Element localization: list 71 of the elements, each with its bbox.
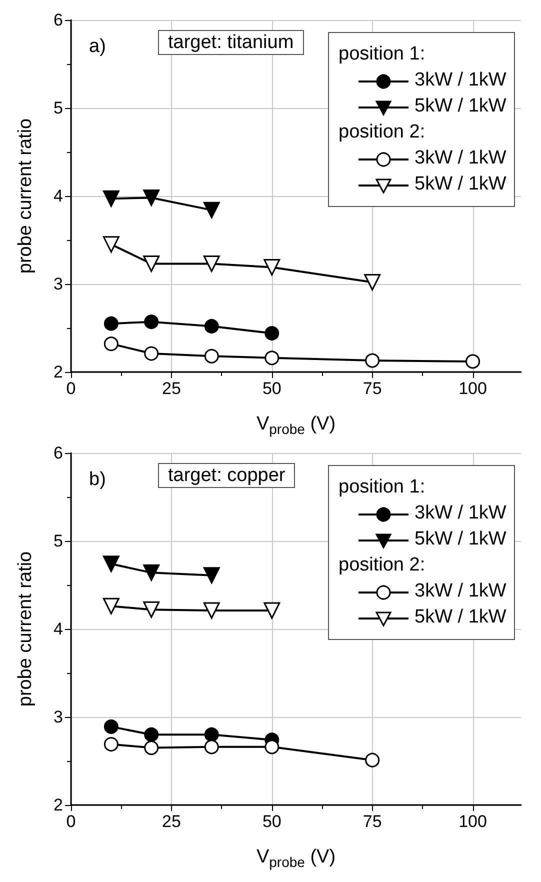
point — [102, 556, 120, 572]
point — [102, 236, 120, 253]
y-tick-label: 2 — [54, 796, 63, 814]
y-tick-label: 4 — [54, 620, 63, 638]
point — [102, 190, 120, 207]
point — [203, 256, 220, 272]
legend-label: 3kW / 1kW — [414, 70, 506, 90]
point — [143, 190, 160, 206]
y-tick-label: 6 — [54, 444, 63, 462]
legend-label: 5kW / 1kW — [414, 606, 506, 628]
point — [144, 727, 159, 742]
point — [143, 564, 160, 581]
y-tick-label: 3 — [54, 274, 63, 294]
x-tick-label: 0 — [66, 379, 76, 398]
point — [365, 752, 380, 768]
legend-label: 5kW / 1kW — [414, 174, 506, 194]
x-tick-label: 25 — [162, 812, 181, 831]
y-tick-label: 2 — [54, 362, 63, 382]
point — [204, 318, 219, 334]
point — [104, 336, 118, 352]
y-tick-label: 6 — [54, 10, 63, 30]
y-tick-label: 3 — [54, 708, 63, 726]
point — [102, 598, 120, 614]
point — [144, 314, 159, 330]
y-axis-title: probe current ratio — [15, 551, 36, 707]
x-tick-label: 100 — [458, 379, 487, 398]
point — [264, 326, 280, 341]
annotation: position 2: — [338, 554, 426, 576]
point — [264, 602, 280, 619]
point — [204, 740, 219, 754]
point — [204, 727, 219, 742]
y-tick-label: 5 — [54, 532, 63, 550]
x-tick-label: 100 — [458, 812, 487, 831]
point — [466, 354, 480, 369]
point — [104, 737, 118, 752]
point — [143, 256, 160, 272]
x-tick-label: 0 — [66, 812, 76, 831]
legend-label: 3kW / 1kW — [414, 148, 506, 168]
point — [264, 259, 280, 276]
annotation: position 1: — [338, 44, 426, 64]
point — [203, 602, 220, 619]
point — [365, 353, 380, 368]
point — [264, 350, 280, 366]
point — [144, 740, 159, 756]
x-tick-label: 75 — [362, 812, 382, 831]
x-tick-label: 75 — [362, 379, 382, 398]
legend-label: 3kW / 1kW — [414, 502, 506, 524]
point — [104, 316, 118, 331]
annotation: b) — [89, 469, 106, 490]
annotation: target: titanium — [168, 32, 294, 53]
annotation: position 1: — [338, 476, 426, 498]
point — [104, 719, 118, 734]
point — [204, 348, 219, 364]
x-tick-label: 25 — [162, 379, 181, 398]
point — [203, 567, 220, 584]
x-tick-label: 50 — [262, 379, 282, 398]
legend-label: 5kW / 1kW — [414, 528, 506, 550]
y-axis-title: probe current ratio — [15, 118, 36, 274]
y-tick-label: 5 — [54, 98, 63, 118]
x-tick-label: 50 — [262, 812, 282, 831]
point — [364, 274, 381, 290]
point — [144, 346, 159, 361]
annotation: a) — [89, 36, 106, 57]
annotation: position 2: — [338, 122, 426, 142]
legend-label: 5kW / 1kW — [414, 96, 506, 116]
point — [264, 740, 280, 754]
annotation: target: copper — [168, 465, 286, 486]
point — [203, 202, 220, 218]
legend-label: 3kW / 1kW — [414, 580, 506, 602]
point — [143, 601, 160, 618]
y-tick-label: 4 — [54, 186, 63, 206]
